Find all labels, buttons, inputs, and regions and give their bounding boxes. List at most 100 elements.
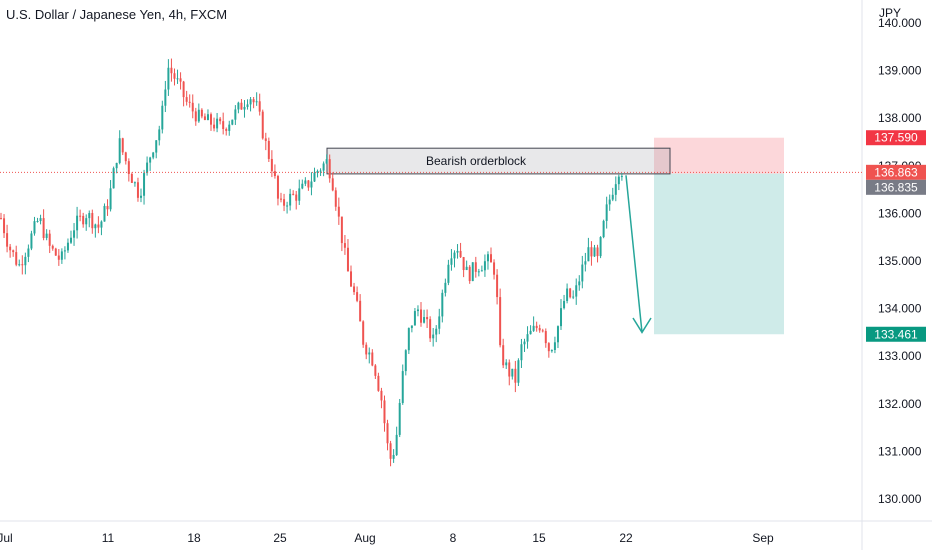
candle-body <box>194 111 197 122</box>
candle <box>112 166 115 189</box>
candle <box>219 116 222 125</box>
candle <box>407 327 410 355</box>
candle-body <box>0 218 2 220</box>
candle <box>410 325 413 333</box>
candle <box>474 256 477 278</box>
candle-body <box>517 360 520 383</box>
candle-body <box>143 173 146 196</box>
candle-body <box>216 118 219 129</box>
candle-body <box>435 328 438 335</box>
candle <box>301 179 304 190</box>
candle <box>222 112 225 135</box>
candle <box>164 80 167 113</box>
candle-body <box>170 67 173 74</box>
candle <box>313 167 316 182</box>
candle <box>350 265 353 288</box>
candle <box>486 251 489 270</box>
candle-body <box>97 224 100 228</box>
candle <box>331 172 334 192</box>
candle <box>280 192 283 203</box>
candle <box>246 99 249 110</box>
time-tick-label: Jul <box>0 531 13 545</box>
candle-body <box>264 138 267 141</box>
candle <box>182 80 185 107</box>
candle <box>36 217 39 223</box>
take-profit-zone[interactable] <box>654 173 784 335</box>
candle-body <box>505 362 508 366</box>
candle <box>85 214 88 231</box>
candle-body <box>486 254 489 262</box>
candle <box>258 93 261 116</box>
candle <box>124 151 127 165</box>
candle-body <box>88 213 91 219</box>
candle-body <box>550 350 553 352</box>
candle <box>121 137 124 156</box>
candle <box>27 244 30 263</box>
candle <box>520 338 523 368</box>
candle <box>161 100 164 134</box>
candle-body <box>453 252 456 259</box>
price-axis[interactable]: 140.000139.000138.000137.000136.000135.0… <box>878 16 922 506</box>
candle-body <box>36 221 39 223</box>
candle-body <box>499 297 502 346</box>
candle <box>556 325 559 349</box>
candle-body <box>416 309 419 312</box>
candle <box>115 162 118 174</box>
candle <box>109 180 112 212</box>
candle-body <box>136 182 139 198</box>
candle-body <box>57 255 60 260</box>
candle <box>420 302 423 327</box>
risk-reward-tool[interactable] <box>654 137 784 335</box>
candle <box>136 177 139 202</box>
candle <box>413 308 416 326</box>
candle-body <box>563 300 566 309</box>
candle-body <box>9 246 12 251</box>
candle-body <box>258 101 261 112</box>
stop-loss-zone[interactable] <box>654 137 784 174</box>
candle-body <box>60 251 63 260</box>
candle <box>234 105 237 125</box>
candle <box>9 243 12 258</box>
candle <box>608 194 611 211</box>
candle-body <box>286 205 289 207</box>
candle <box>499 288 502 348</box>
candle-body <box>167 67 170 90</box>
candle <box>30 230 33 251</box>
candle-body <box>295 194 298 201</box>
candle <box>480 265 483 272</box>
candle <box>319 168 322 176</box>
candle <box>566 283 569 304</box>
candle-body <box>529 330 532 335</box>
price-tick-label: 131.000 <box>878 444 922 458</box>
candle-body <box>54 248 57 256</box>
candle-body <box>103 205 106 222</box>
candle-body <box>231 119 234 125</box>
candle-body <box>535 325 538 329</box>
candle <box>435 325 438 343</box>
candle-body <box>152 152 155 158</box>
candle <box>514 360 517 393</box>
candle-body <box>547 343 550 352</box>
candle-body <box>106 205 109 210</box>
candle <box>593 244 596 257</box>
candle <box>380 387 383 409</box>
candle <box>368 347 371 364</box>
candle-body <box>456 250 459 253</box>
candle <box>289 188 292 211</box>
candle-body <box>599 237 602 257</box>
candle-body <box>346 247 349 272</box>
candle-body <box>340 216 343 244</box>
candle <box>170 58 173 82</box>
candle-body <box>578 281 581 286</box>
bearish-orderblock[interactable]: Bearish orderblock <box>326 147 671 175</box>
candle-body <box>15 252 18 265</box>
candle <box>66 238 69 253</box>
candle-body <box>490 254 493 263</box>
candle <box>587 237 590 262</box>
candle-body <box>158 129 161 141</box>
time-axis[interactable]: Jul 11 18 25 Aug 8 15 22 Sep <box>0 531 774 545</box>
candle <box>450 249 453 271</box>
chart-title: U.S. Dollar / Japanese Yen, 4h, FXCM <box>6 7 228 22</box>
